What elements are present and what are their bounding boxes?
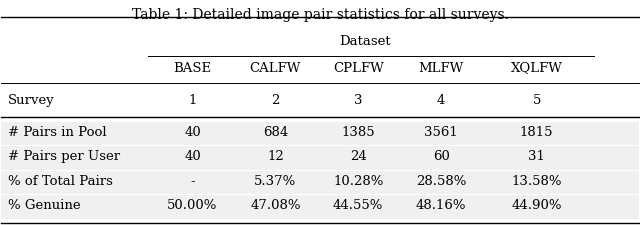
Text: Survey: Survey (8, 94, 54, 107)
Text: 3561: 3561 (424, 126, 458, 139)
Text: 5.37%: 5.37% (254, 175, 296, 188)
Text: CALFW: CALFW (250, 62, 301, 74)
Text: 2: 2 (271, 94, 280, 107)
Text: 28.58%: 28.58% (416, 175, 467, 188)
Text: 44.90%: 44.90% (511, 199, 562, 212)
Text: Dataset: Dataset (339, 35, 390, 48)
Text: 5: 5 (532, 94, 541, 107)
Text: 44.55%: 44.55% (333, 199, 383, 212)
Text: 1: 1 (188, 94, 196, 107)
Text: # Pairs in Pool: # Pairs in Pool (8, 126, 106, 139)
FancyBboxPatch shape (1, 122, 639, 145)
Text: 48.16%: 48.16% (416, 199, 467, 212)
Text: MLFW: MLFW (419, 62, 464, 74)
FancyBboxPatch shape (1, 146, 639, 170)
Text: 50.00%: 50.00% (168, 199, 218, 212)
Text: Table 1: Detailed image pair statistics for all surveys.: Table 1: Detailed image pair statistics … (132, 8, 508, 22)
Text: 4: 4 (437, 94, 445, 107)
Text: 12: 12 (267, 151, 284, 163)
Text: 31: 31 (528, 151, 545, 163)
Text: 1815: 1815 (520, 126, 554, 139)
Text: % Genuine: % Genuine (8, 199, 81, 212)
Text: % of Total Pairs: % of Total Pairs (8, 175, 113, 188)
Text: XQLFW: XQLFW (511, 62, 563, 74)
Text: 1385: 1385 (341, 126, 375, 139)
Text: -: - (190, 175, 195, 188)
FancyBboxPatch shape (1, 171, 639, 194)
Text: 13.58%: 13.58% (511, 175, 562, 188)
Text: CPLFW: CPLFW (333, 62, 383, 74)
Text: # Pairs per User: # Pairs per User (8, 151, 120, 163)
Text: 40: 40 (184, 126, 201, 139)
Text: 40: 40 (184, 151, 201, 163)
FancyBboxPatch shape (1, 195, 639, 219)
Text: 10.28%: 10.28% (333, 175, 383, 188)
Text: 47.08%: 47.08% (250, 199, 301, 212)
Text: 60: 60 (433, 151, 449, 163)
Text: 24: 24 (350, 151, 367, 163)
Text: 3: 3 (354, 94, 362, 107)
Text: BASE: BASE (173, 62, 212, 74)
Text: 684: 684 (263, 126, 288, 139)
